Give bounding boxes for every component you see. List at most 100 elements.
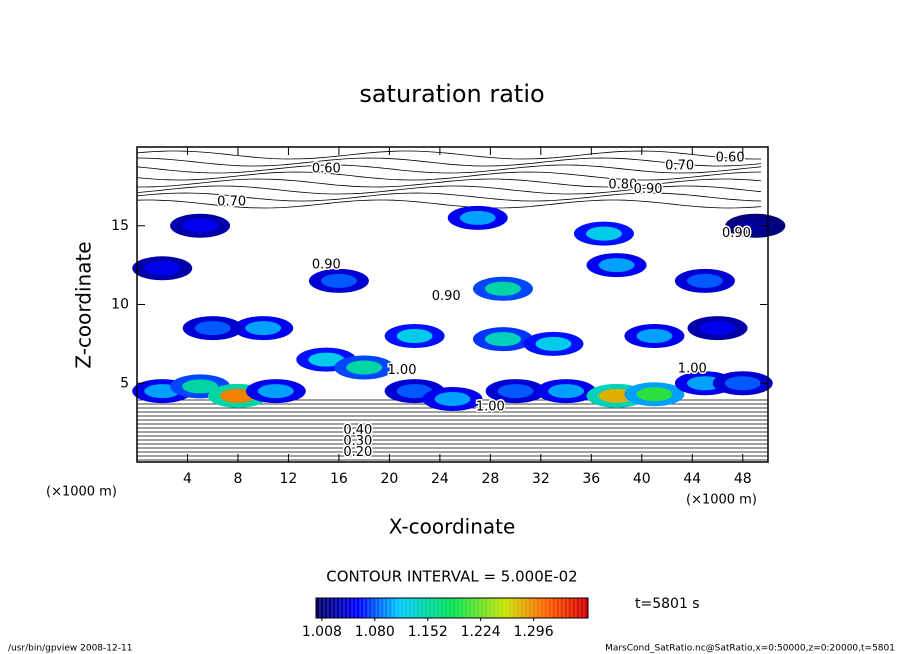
colorbar-stripe xyxy=(428,598,433,618)
colorbar-stripe xyxy=(344,598,349,618)
colorbar-stripe xyxy=(484,598,489,618)
colorbar-stripe xyxy=(328,598,333,618)
shade-patch xyxy=(699,321,736,336)
contour-label: 0.20 xyxy=(343,445,372,460)
contour-label: 0.30 xyxy=(343,434,372,449)
colorbar-stripe xyxy=(460,598,465,618)
shade-patch xyxy=(182,218,219,233)
colorbar-stripe xyxy=(360,598,365,618)
shade-patch xyxy=(497,384,534,399)
x-tick-label: 12 xyxy=(280,471,298,487)
colorbar-stripe xyxy=(464,598,469,618)
contour-label: 0.90 xyxy=(722,226,751,241)
colorbar-stripe xyxy=(548,598,553,618)
shade-patch xyxy=(636,329,673,343)
colorbar-stripe xyxy=(356,598,361,618)
colorbar-stripe xyxy=(380,598,385,618)
colorbar-tick-label: 1.152 xyxy=(408,624,448,640)
colorbar-stripe xyxy=(504,598,509,618)
colorbar-stripe xyxy=(580,598,585,618)
colorbar-stripe xyxy=(336,598,341,618)
colorbar-stripe xyxy=(324,598,329,618)
x-axis-label: X-coordinate xyxy=(389,515,516,539)
colorbar-stripe xyxy=(568,598,573,618)
chart-title: saturation ratio xyxy=(359,80,544,108)
contour-line xyxy=(136,185,762,195)
colorbar-stripe xyxy=(500,598,505,618)
contour-line xyxy=(137,178,762,188)
colorbar-stripe xyxy=(472,598,477,618)
colorbar-stripe xyxy=(436,598,441,618)
colorbar-stripe xyxy=(424,598,429,618)
x-tick-label: 24 xyxy=(431,471,449,487)
colorbar-stripe xyxy=(376,598,381,618)
x-tick-label: 4 xyxy=(183,471,192,487)
shade-patch xyxy=(257,384,294,399)
colorbar-stripe xyxy=(412,598,417,618)
y-tick-label: 10 xyxy=(111,297,129,313)
colorbar-tick-label: 1.080 xyxy=(355,624,395,640)
shade-patch xyxy=(737,218,774,233)
colorbar-stripe xyxy=(448,598,453,618)
colorbar-stripe xyxy=(584,598,589,618)
shade-patch xyxy=(144,261,181,276)
colorbar-stripe xyxy=(432,598,437,618)
contour-label: 0.60 xyxy=(312,162,341,177)
colorbar-stripe xyxy=(316,598,321,618)
shade-patch xyxy=(396,384,433,399)
contour-label: 0.60 xyxy=(716,151,745,166)
contour-line xyxy=(136,150,761,160)
colorbar-stripe xyxy=(468,598,473,618)
shade-patch xyxy=(585,226,622,241)
colorbar-stripe xyxy=(520,598,525,618)
shade-patch xyxy=(459,210,496,225)
colorbar-stripe xyxy=(508,598,513,618)
contour-interval: CONTOUR INTERVAL = 5.000E-02 xyxy=(326,568,577,586)
footer-left: /usr/bin/gpview 2008-12-11 xyxy=(8,644,132,654)
x-tick-label: 44 xyxy=(683,471,701,487)
x-tick-label: 20 xyxy=(380,471,398,487)
colorbar-tick-label: 1.224 xyxy=(461,624,501,640)
colorbar-stripe xyxy=(348,598,353,618)
colorbar-stripe xyxy=(396,598,401,618)
contour-label: 1.00 xyxy=(678,362,707,377)
colorbar-stripe xyxy=(372,598,377,618)
shade-patch xyxy=(636,387,673,402)
colorbar-stripe xyxy=(516,598,521,618)
colorbar-stripe xyxy=(512,598,517,618)
colorbar-stripe xyxy=(524,598,529,618)
shade-patch xyxy=(245,321,282,336)
colorbar-stripe xyxy=(332,598,337,618)
colorbar-stripe xyxy=(564,598,569,618)
shade-patch xyxy=(346,360,383,375)
colorbar-stripe xyxy=(532,598,537,618)
colorbar-stripe xyxy=(400,598,405,618)
x-unit-label: (×1000 m) xyxy=(686,493,757,508)
contour-line xyxy=(136,192,762,202)
colorbar-stripe xyxy=(408,598,413,618)
contour-line xyxy=(136,157,762,167)
colorbar-stripe xyxy=(444,598,449,618)
colorbar-stripe xyxy=(576,598,581,618)
contour-label: 1.00 xyxy=(388,363,417,378)
contour-label: 0.40 xyxy=(343,423,372,438)
contour-label: 1.00 xyxy=(476,399,505,414)
colorbar-stripe xyxy=(572,598,577,618)
colorbar-stripe xyxy=(496,598,501,618)
contour-line xyxy=(136,199,762,209)
x-tick-label: 8 xyxy=(233,471,242,487)
colorbar-stripe xyxy=(480,598,485,618)
colorbar-stripe xyxy=(364,598,369,618)
contour-label: 0.90 xyxy=(432,289,461,304)
colorbar-stripe xyxy=(420,598,425,618)
colorbar-stripe xyxy=(456,598,461,618)
colorbar-stripe xyxy=(552,598,557,618)
colorbar-stripe xyxy=(384,598,389,618)
time-label: t=5801 s xyxy=(635,596,700,612)
colorbar-stripe xyxy=(488,598,493,618)
colorbar-stripe xyxy=(416,598,421,618)
contour-line xyxy=(136,171,762,181)
contour-line xyxy=(136,164,762,174)
